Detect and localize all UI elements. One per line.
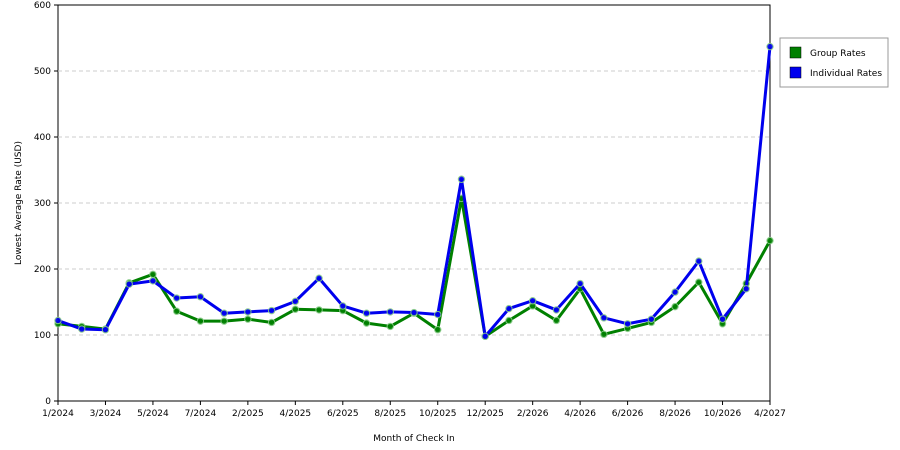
point bbox=[766, 236, 774, 245]
point bbox=[267, 306, 276, 315]
y-tick-label: 300 bbox=[34, 199, 51, 209]
point bbox=[315, 274, 323, 282]
point bbox=[623, 320, 632, 328]
plot-area bbox=[57, 4, 771, 402]
point bbox=[244, 315, 252, 323]
x-tick-label: 8/2026 bbox=[659, 409, 691, 419]
y-tick-label: 200 bbox=[34, 265, 51, 275]
point bbox=[552, 306, 561, 314]
point bbox=[54, 316, 62, 325]
x-tick-label: 2/2025 bbox=[232, 409, 264, 419]
point bbox=[196, 293, 205, 301]
point bbox=[149, 277, 157, 285]
point bbox=[718, 315, 727, 323]
point bbox=[362, 319, 371, 327]
legend-label: Individual Rates bbox=[810, 69, 882, 79]
point bbox=[339, 302, 347, 310]
x-tick-label: 4/2027 bbox=[754, 409, 786, 419]
point bbox=[172, 307, 181, 315]
x-tick-label: 4/2025 bbox=[279, 409, 311, 419]
point bbox=[505, 304, 513, 313]
x-tick-label: 6/2025 bbox=[327, 409, 359, 419]
point bbox=[695, 278, 703, 286]
point bbox=[481, 332, 489, 341]
point bbox=[671, 288, 679, 296]
point bbox=[149, 270, 157, 278]
point bbox=[125, 280, 133, 288]
point bbox=[172, 294, 181, 302]
x-tick-label: 4/2026 bbox=[564, 409, 596, 419]
y-tick-label: 500 bbox=[34, 67, 51, 77]
point bbox=[528, 296, 537, 305]
point bbox=[695, 257, 703, 265]
point bbox=[362, 309, 371, 317]
x-tick-label: 7/2024 bbox=[185, 409, 217, 419]
point bbox=[386, 322, 394, 331]
point bbox=[196, 317, 205, 325]
point bbox=[315, 306, 323, 314]
legend-swatch bbox=[789, 46, 802, 59]
x-tick-label: 2/2026 bbox=[517, 409, 549, 419]
point bbox=[742, 285, 750, 293]
point bbox=[600, 330, 608, 339]
point bbox=[766, 42, 774, 51]
point bbox=[434, 310, 442, 319]
point bbox=[220, 309, 228, 317]
x-tick-label: 1/2024 bbox=[42, 409, 74, 419]
legend-label: Group Rates bbox=[810, 49, 866, 59]
point bbox=[434, 326, 442, 334]
y-tick-label: 600 bbox=[34, 1, 51, 11]
y-axis-label: Lowest Average Rate (USD) bbox=[14, 141, 24, 265]
point bbox=[244, 308, 252, 316]
x-tick-label: 8/2025 bbox=[374, 409, 406, 419]
legend-swatch bbox=[789, 66, 802, 79]
point bbox=[101, 326, 110, 334]
x-tick-label: 5/2024 bbox=[137, 409, 169, 419]
point bbox=[410, 308, 418, 317]
y-tick-label: 100 bbox=[34, 331, 51, 341]
x-tick-label: 3/2024 bbox=[90, 409, 122, 419]
point bbox=[267, 318, 276, 327]
point bbox=[671, 302, 679, 311]
x-tick-label: 10/2025 bbox=[419, 409, 456, 419]
point bbox=[552, 316, 561, 325]
point bbox=[220, 317, 228, 325]
point bbox=[647, 315, 656, 323]
point bbox=[291, 297, 300, 306]
point bbox=[291, 305, 300, 313]
point bbox=[457, 175, 466, 183]
point bbox=[505, 316, 513, 325]
x-tick-label: 12/2025 bbox=[467, 409, 504, 419]
x-axis-label: Month of Check In bbox=[373, 434, 455, 444]
x-tick-label: 10/2026 bbox=[704, 409, 742, 419]
point bbox=[600, 314, 608, 322]
point bbox=[576, 279, 584, 288]
point bbox=[78, 325, 86, 333]
legend-box bbox=[779, 37, 889, 88]
y-tick-label: 400 bbox=[34, 133, 51, 143]
y-tick-label: 0 bbox=[45, 397, 51, 407]
x-tick-label: 6/2026 bbox=[612, 409, 644, 419]
point bbox=[386, 308, 394, 316]
